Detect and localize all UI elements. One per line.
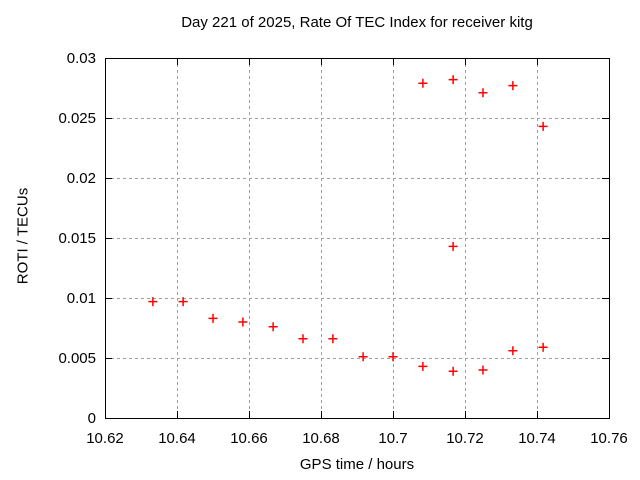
y-tick-label: 0.005 (58, 350, 96, 367)
data-point-marker (508, 346, 518, 356)
y-tick-label: 0.01 (67, 290, 96, 307)
y-tick-label: 0.015 (58, 230, 96, 247)
data-point-marker (418, 361, 428, 371)
x-axis-label: GPS time / hours (299, 456, 415, 473)
x-tick-label: 10.76 (590, 430, 628, 447)
data-point-marker (538, 342, 548, 352)
data-point-marker (418, 78, 428, 88)
chart-title: Day 221 of 2025, Rate Of TEC Index for r… (181, 14, 533, 31)
data-point-marker (478, 365, 488, 375)
y-tick-label: 0 (88, 410, 96, 427)
data-point-marker (448, 75, 458, 85)
x-tick-label: 10.62 (86, 430, 124, 447)
x-tick-label: 10.68 (302, 430, 340, 447)
data-point-marker (178, 297, 188, 307)
x-tick-label: 10.64 (158, 430, 196, 447)
data-point-marker (358, 352, 368, 362)
data-point-marker (538, 121, 548, 131)
data-point-marker (448, 241, 458, 251)
y-tick-label: 0.02 (67, 170, 96, 187)
data-point-marker (238, 317, 248, 327)
data-point-marker (208, 313, 218, 323)
data-point-marker (148, 297, 158, 307)
data-point-marker (388, 352, 398, 362)
data-point-marker (448, 366, 458, 376)
data-point-marker (298, 334, 308, 344)
plot-border (105, 58, 610, 419)
data-point-marker (508, 81, 518, 91)
x-tick-label: 10.74 (518, 430, 556, 447)
data-point-marker (478, 88, 488, 98)
y-tick-label: 0.03 (67, 50, 96, 67)
x-tick-label: 10.66 (230, 430, 268, 447)
x-tick-label: 10.7 (378, 430, 407, 447)
data-point-marker (268, 322, 278, 332)
y-tick-label: 0.025 (58, 110, 96, 127)
x-tick-label: 10.72 (446, 430, 484, 447)
data-point-marker (328, 334, 338, 344)
